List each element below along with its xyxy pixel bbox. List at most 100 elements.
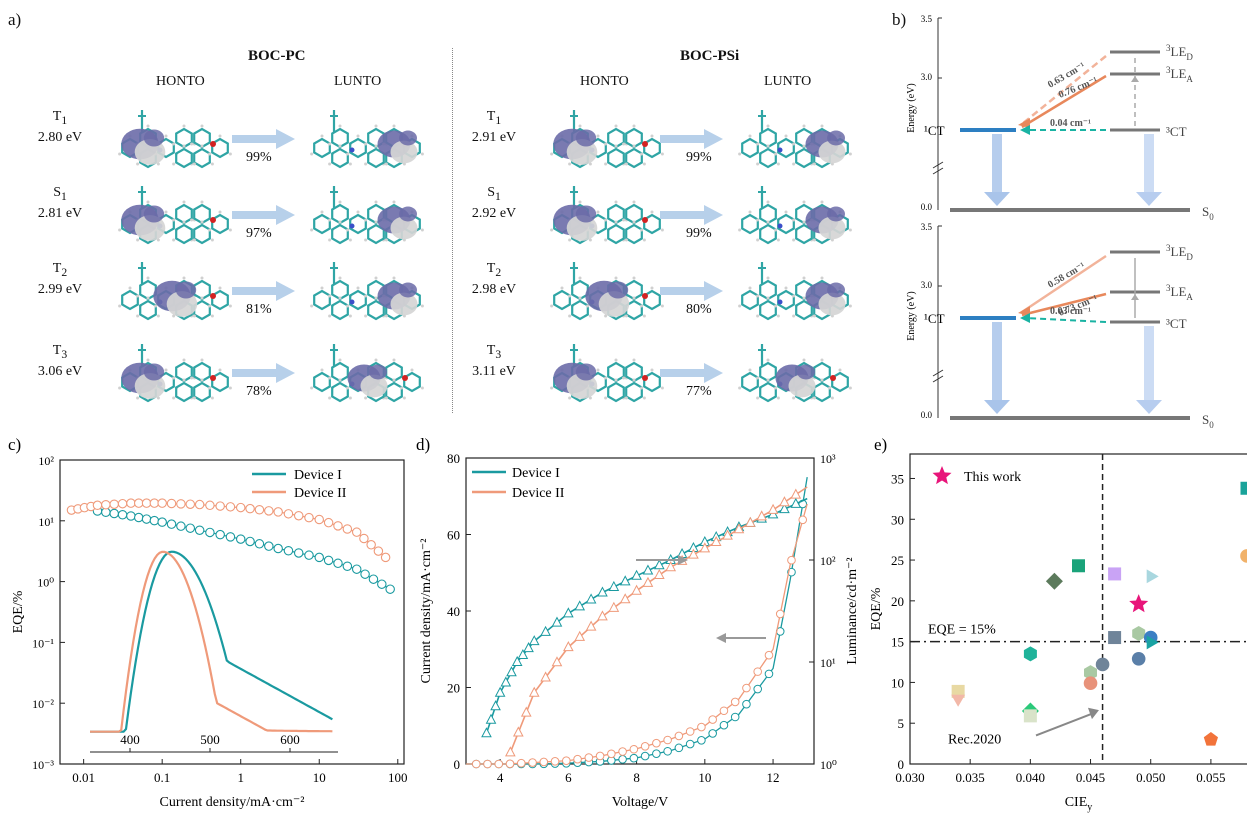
current-point xyxy=(641,743,649,751)
label-3lea: 3LEA xyxy=(1166,283,1193,302)
molecule-atom xyxy=(568,397,571,400)
rec2020-arrow xyxy=(1036,713,1095,736)
molecule-atom xyxy=(550,229,553,232)
molecule-ring xyxy=(608,149,624,167)
molecule-orbital-image xyxy=(108,334,238,416)
molecule-nitrogen xyxy=(350,300,355,305)
molecule-atom xyxy=(586,305,589,308)
molecule-atom xyxy=(738,387,741,390)
molecule-ring xyxy=(626,363,642,381)
molecule-atom xyxy=(615,145,618,148)
molecule-atom xyxy=(568,163,571,166)
orbital-lobe-blue xyxy=(399,283,417,298)
molecule-atom xyxy=(831,397,834,400)
plot-frame xyxy=(466,458,814,764)
molecule-oxygen xyxy=(642,141,648,147)
current-point xyxy=(686,728,694,736)
x-tick-label: 100 xyxy=(388,770,408,785)
luminance-point xyxy=(552,618,561,627)
molecule-atom xyxy=(633,201,636,204)
molecule-atom xyxy=(339,359,342,362)
current-point xyxy=(709,730,717,738)
molecule-atom xyxy=(550,305,553,308)
eqe-point xyxy=(274,544,282,552)
state-symbol: S xyxy=(487,185,495,200)
molecule-atom xyxy=(310,387,313,390)
label-3lea: 3LEA xyxy=(1166,65,1193,84)
current-point xyxy=(653,739,661,747)
molecule-atom xyxy=(403,397,406,400)
arrow-phosphorescence xyxy=(1144,326,1154,400)
eqe-point xyxy=(195,526,203,534)
x-tick-label: 6 xyxy=(565,770,572,785)
molecule-atom xyxy=(211,239,214,242)
molecule-orbital-image xyxy=(728,252,858,334)
eqe-point xyxy=(334,559,342,567)
molecule-atom xyxy=(767,297,770,300)
molecule-atom xyxy=(328,315,331,318)
transition-arrow-shape xyxy=(232,205,295,225)
molecule-atom xyxy=(756,377,759,380)
transition-arrow-shape xyxy=(232,281,295,301)
panel-d-label: d) xyxy=(416,435,430,454)
eqe-point xyxy=(284,510,292,518)
molecule-atom xyxy=(310,305,313,308)
luminance-point xyxy=(482,728,491,737)
transition-percent: 81% xyxy=(246,302,272,318)
current-point xyxy=(540,758,548,766)
eqe-point xyxy=(295,549,303,557)
data-point xyxy=(1132,652,1146,666)
molecule-atom xyxy=(118,229,121,232)
rate-k1: 0.58 cm⁻¹ xyxy=(1046,261,1087,291)
current-curve xyxy=(466,504,807,764)
molecule-atom xyxy=(229,305,232,308)
y-tick-label: 0 xyxy=(454,757,461,772)
transition-arrow xyxy=(660,128,724,150)
molecule-atom xyxy=(375,201,378,204)
x-axis-label: Voltage/V xyxy=(612,795,669,810)
molecule-atom xyxy=(821,379,824,382)
molecule-atom xyxy=(633,379,636,382)
orbital-lobe-blue xyxy=(576,206,596,223)
eqe-point xyxy=(284,547,292,555)
eqe-point xyxy=(315,553,323,561)
molecule-orbital-image xyxy=(108,100,238,182)
molecule-atom xyxy=(357,211,360,214)
molecule-atom xyxy=(792,315,795,318)
orbital-lobe-blue xyxy=(576,364,596,381)
molecule-ring xyxy=(814,383,830,401)
eqe-point xyxy=(265,507,273,515)
molecule-atom xyxy=(767,201,770,204)
x-tick-label: 0.01 xyxy=(72,770,95,785)
molecule-atom xyxy=(328,239,331,242)
luminance-point xyxy=(491,701,500,710)
molecule-atom xyxy=(651,211,654,214)
molecule-atom xyxy=(792,239,795,242)
data-point xyxy=(1240,549,1247,563)
molecule-atom xyxy=(201,125,204,128)
molecule-atom xyxy=(183,201,186,204)
molecule-atom xyxy=(183,125,186,128)
molecule-atom xyxy=(375,359,378,362)
molecule-atom xyxy=(803,277,806,280)
molecule-atom xyxy=(229,229,232,232)
y-tick-label: 30 xyxy=(891,512,904,527)
molecule-atom xyxy=(211,315,214,318)
molecule-atom xyxy=(328,219,331,222)
molecule-atom xyxy=(756,163,759,166)
molecule-atom xyxy=(767,277,770,280)
current-point xyxy=(731,713,739,721)
molecule-oxygen xyxy=(830,375,836,381)
transition-arrow-shape xyxy=(232,129,295,149)
molecule-oxygen xyxy=(210,217,216,223)
molecule-ring xyxy=(760,383,776,401)
molecule-atom xyxy=(328,377,331,380)
molecule-atom xyxy=(339,221,342,224)
transition-arrow xyxy=(660,204,724,226)
molecule-atom xyxy=(339,125,342,128)
molecule-atom xyxy=(375,297,378,300)
molecule-atom xyxy=(321,287,324,290)
orbital-lobe-blue xyxy=(608,282,628,299)
molecule-ring xyxy=(314,291,330,309)
